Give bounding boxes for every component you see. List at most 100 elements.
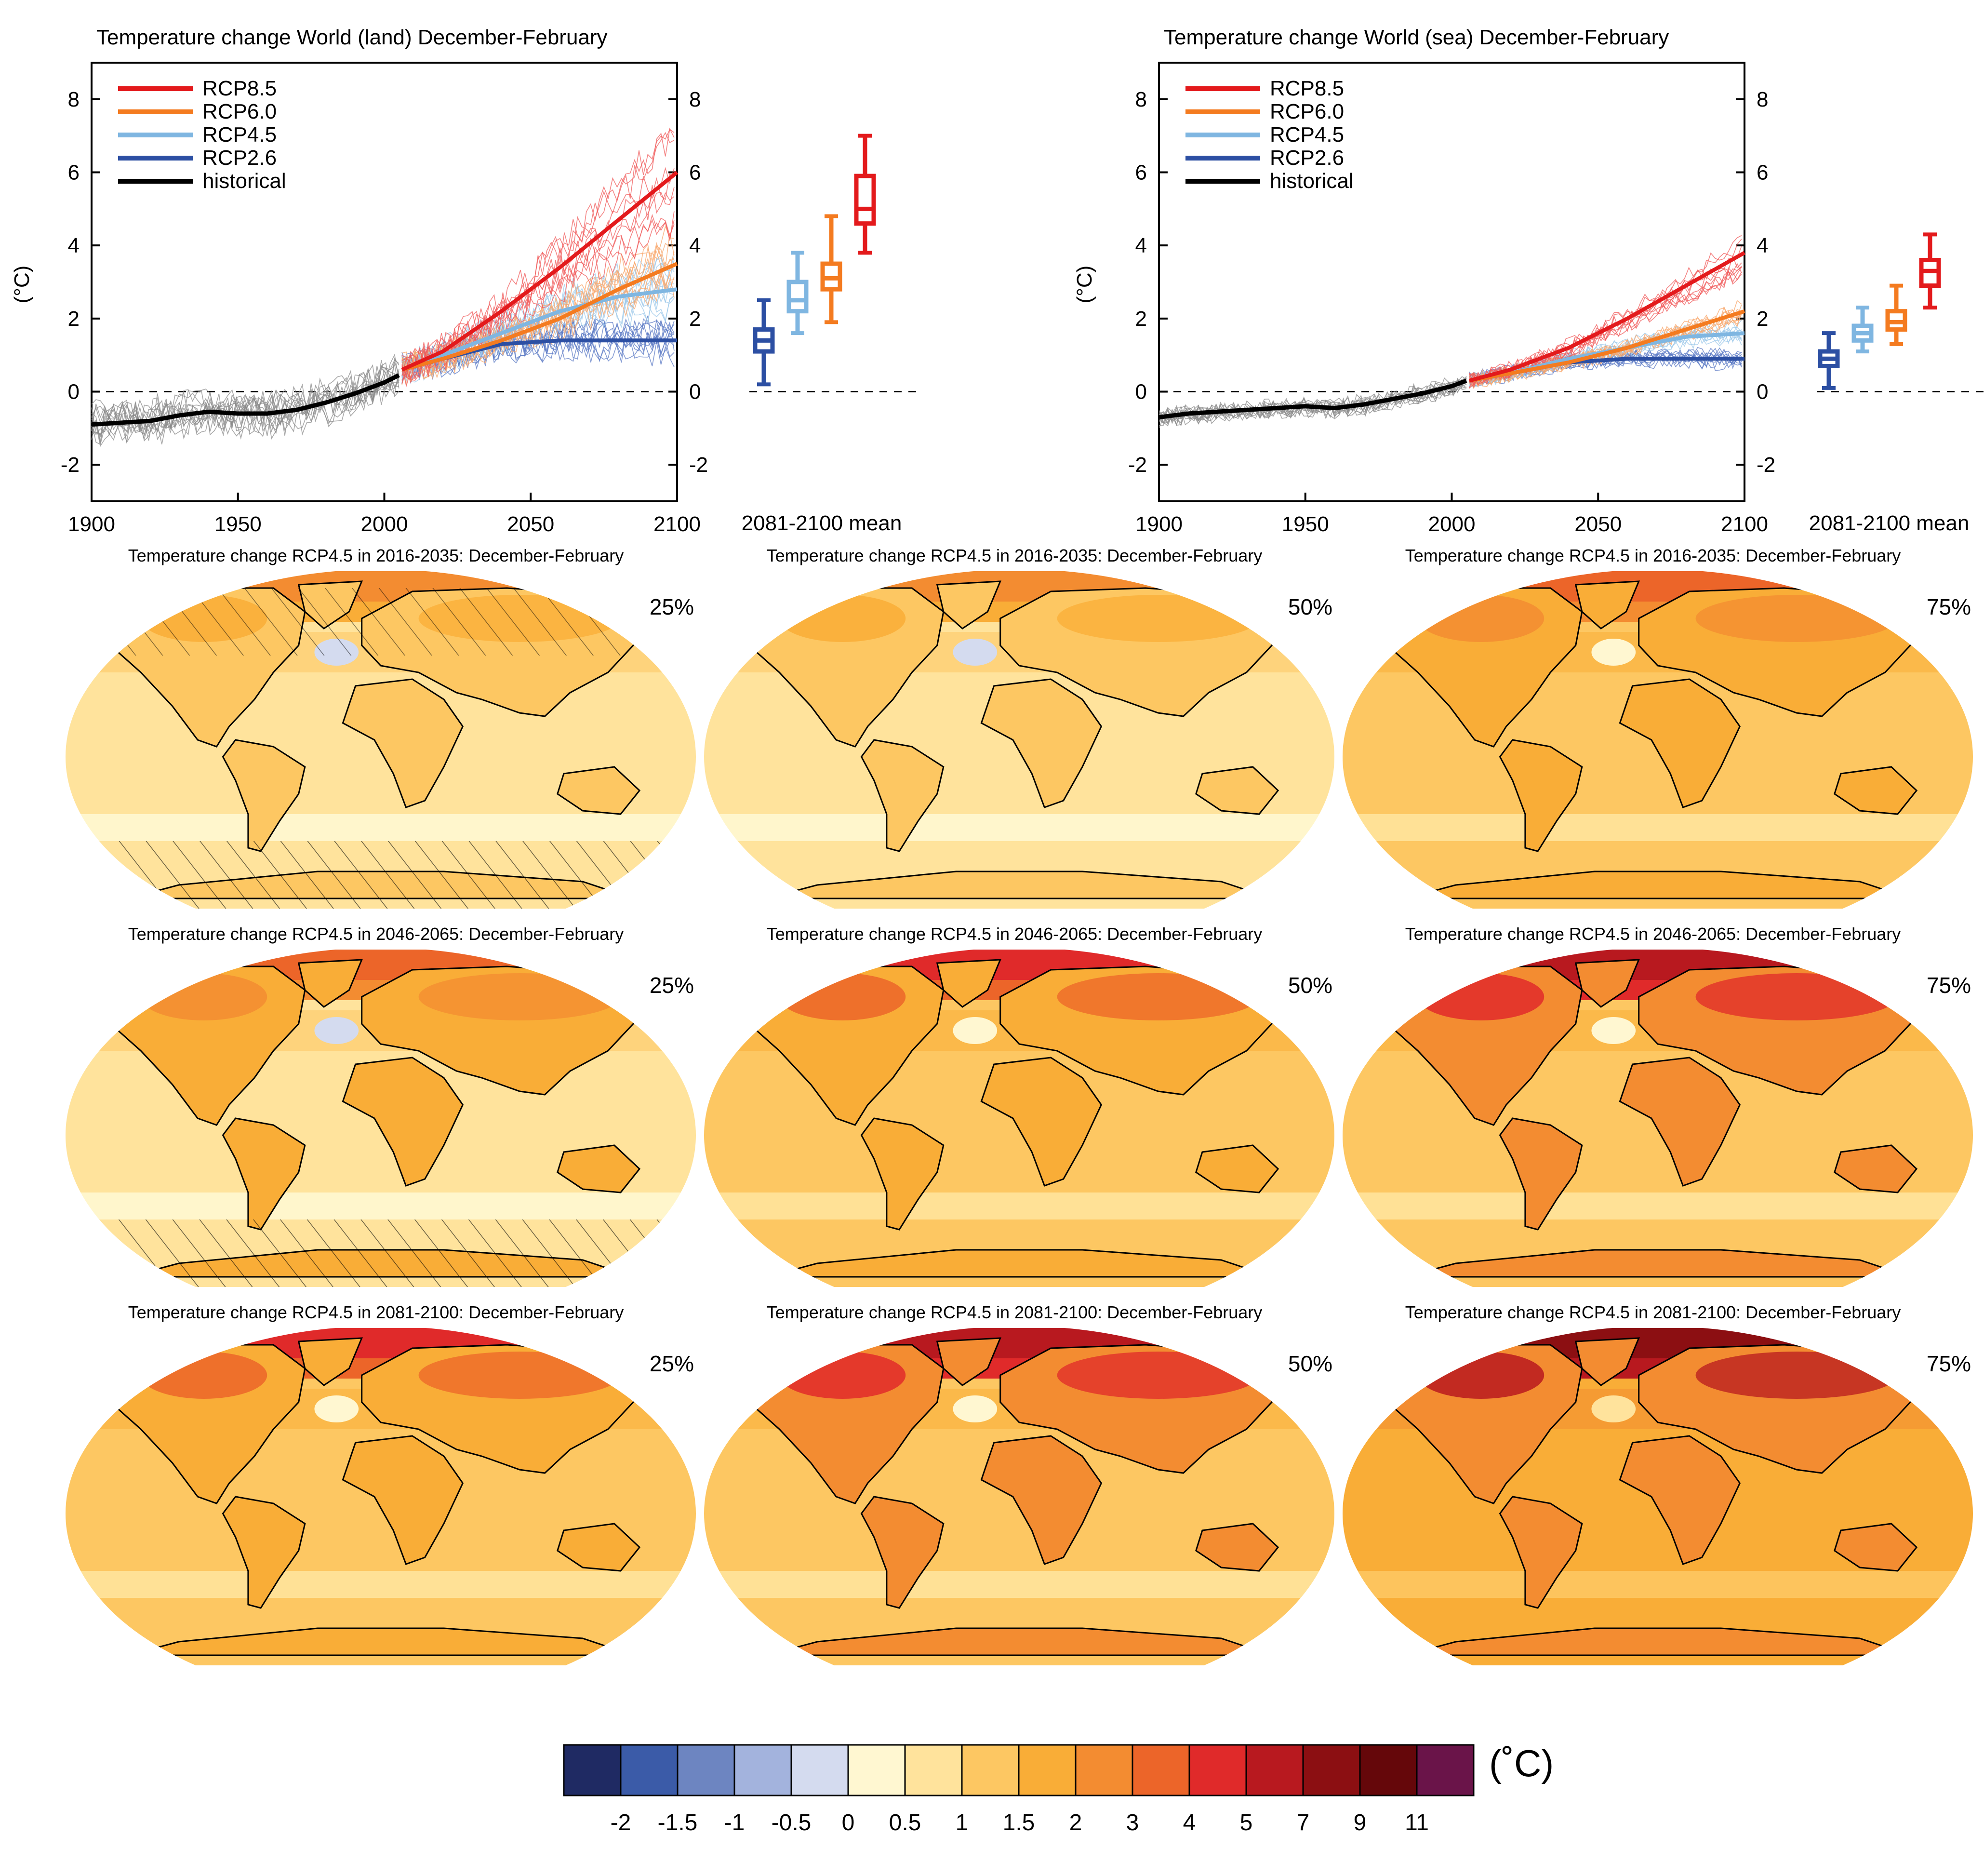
colorbar-label: 4 bbox=[1183, 1810, 1196, 1836]
map-body bbox=[65, 950, 696, 1287]
colorbar-label: 2 bbox=[1069, 1810, 1082, 1836]
continent-africa bbox=[1619, 678, 1741, 808]
ocean-band bbox=[1342, 814, 1973, 841]
warm-region bbox=[1418, 1352, 1545, 1399]
y-axis-label: (°C) bbox=[10, 266, 34, 304]
continent-africa bbox=[1619, 1057, 1741, 1187]
chart-title: Temperature change World (land) December… bbox=[96, 26, 608, 49]
continent-africa bbox=[980, 1057, 1103, 1187]
arctic-band bbox=[1342, 1328, 1973, 1358]
map-panel: Temperature change RCP4.5 in 2081-2100: … bbox=[65, 1302, 697, 1702]
colorbar-swatch bbox=[677, 1744, 735, 1796]
colorbar-label: 1.5 bbox=[1003, 1810, 1035, 1836]
legend-label: historical bbox=[1270, 169, 1354, 193]
continent-greenland bbox=[297, 1337, 363, 1386]
colorbar-swatch bbox=[847, 1744, 906, 1796]
continent-australia bbox=[1834, 1144, 1918, 1193]
ensemble-line bbox=[401, 242, 675, 381]
map-panel: Temperature change RCP4.5 in 2046-2065: … bbox=[65, 924, 697, 1324]
warm-region bbox=[418, 973, 621, 1020]
map-outline bbox=[65, 568, 697, 945]
continent-greenland bbox=[1574, 959, 1640, 1008]
map-body bbox=[704, 571, 1335, 909]
ensemble-line bbox=[401, 167, 675, 380]
map-outline bbox=[1342, 1325, 1974, 1702]
map-body bbox=[704, 950, 1335, 1287]
y-ticks: -2 -2 0 0 2 2 4 4 6 6 8 8 bbox=[1128, 88, 1984, 477]
y-tick-label: 8 bbox=[1135, 88, 1147, 111]
continent-greenland bbox=[1574, 580, 1640, 630]
continent-africa bbox=[342, 1057, 464, 1187]
x-tick-label: 2100 bbox=[653, 512, 701, 536]
y-tick-label: 6 bbox=[689, 161, 701, 185]
map-title: Temperature change RCP4.5 in 2081-2100: … bbox=[1405, 1302, 1901, 1322]
map-percentile: 25% bbox=[650, 594, 694, 619]
arctic-band bbox=[1342, 571, 1973, 602]
arctic-band bbox=[704, 1328, 1335, 1358]
map-title: Temperature change RCP4.5 in 2046-2065: … bbox=[1405, 924, 1901, 944]
map-outline bbox=[65, 947, 697, 1324]
colorbar-swatch bbox=[563, 1744, 622, 1796]
ensemble-line bbox=[401, 129, 675, 369]
continent-samerica bbox=[222, 1496, 306, 1609]
continent-australia bbox=[557, 1523, 641, 1572]
continent-australia bbox=[1195, 1523, 1279, 1572]
y-tick-label: 6 bbox=[1757, 161, 1768, 185]
y-tick-label: 2 bbox=[689, 307, 701, 331]
continent-africa bbox=[342, 1435, 464, 1565]
ocean-band bbox=[704, 814, 1335, 841]
map-title: Temperature change RCP4.5 in 2016-2035: … bbox=[1405, 546, 1901, 565]
warm-region bbox=[779, 1352, 906, 1399]
x-tick-label: 1950 bbox=[1282, 512, 1329, 536]
y-tick-label: 2 bbox=[68, 307, 80, 331]
arctic-band bbox=[704, 571, 1335, 602]
map-title: Temperature change RCP4.5 in 2016-2035: … bbox=[128, 546, 624, 565]
map-panel: Temperature change RCP4.5 in 2016-2035: … bbox=[65, 546, 697, 945]
ensemble-line bbox=[1158, 380, 1467, 427]
continent-samerica bbox=[860, 1117, 945, 1231]
warm-region bbox=[1057, 595, 1259, 642]
ensemble-line bbox=[401, 220, 675, 388]
ensemble-spread bbox=[1158, 235, 1742, 429]
legend-label: RCP2.6 bbox=[1270, 146, 1344, 170]
colorbar-swatch bbox=[1132, 1744, 1190, 1796]
map-panel: Temperature change RCP4.5 in 2016-2035: … bbox=[1342, 546, 1974, 945]
series-line-rcp85 bbox=[1468, 251, 1745, 383]
continent-greenland bbox=[936, 1337, 1002, 1386]
warm-region bbox=[1695, 595, 1898, 642]
boxplot-box bbox=[786, 280, 809, 314]
warm-region bbox=[1695, 973, 1898, 1020]
ocean-band bbox=[1342, 1193, 1973, 1219]
continent-australia bbox=[557, 1144, 641, 1193]
series-line-rcp60 bbox=[1469, 309, 1745, 383]
timeseries-sea: Temperature change World (sea) December-… bbox=[1073, 26, 1984, 536]
boxplot-group bbox=[1818, 232, 1941, 390]
continent-samerica bbox=[1499, 1117, 1583, 1231]
cool-spot bbox=[1591, 1017, 1636, 1044]
map-outline bbox=[703, 947, 1335, 1324]
colorbar-label: 1 bbox=[956, 1810, 969, 1836]
colorbar-label: -1 bbox=[724, 1810, 745, 1836]
cool-spot bbox=[1591, 1395, 1636, 1422]
y-axis-label: (°C) bbox=[1073, 266, 1096, 304]
map-percentile: 50% bbox=[1288, 973, 1332, 998]
warm-region bbox=[1418, 595, 1545, 642]
y-tick-label: 8 bbox=[689, 88, 701, 111]
boxplot-label: 2081-2100 mean bbox=[1809, 511, 1970, 535]
continent-australia bbox=[1195, 766, 1279, 815]
y-tick-label: 4 bbox=[1757, 234, 1768, 257]
hatching bbox=[65, 841, 696, 909]
map-title: Temperature change RCP4.5 in 2046-2065: … bbox=[128, 924, 624, 944]
ocean-band bbox=[65, 1571, 696, 1598]
y-tick-label: -2 bbox=[689, 453, 708, 477]
map-body bbox=[1342, 1328, 1973, 1665]
arctic-band bbox=[65, 1328, 696, 1358]
map-outline bbox=[1342, 947, 1974, 1324]
map-body bbox=[65, 571, 696, 909]
map-percentile: 50% bbox=[1288, 594, 1332, 619]
hatching bbox=[65, 1219, 696, 1287]
colorbar-label: 5 bbox=[1240, 1810, 1253, 1836]
x-ticks: 1900 1950 2000 2050 2100 bbox=[68, 493, 701, 536]
colorbar-swatch bbox=[1075, 1744, 1133, 1796]
